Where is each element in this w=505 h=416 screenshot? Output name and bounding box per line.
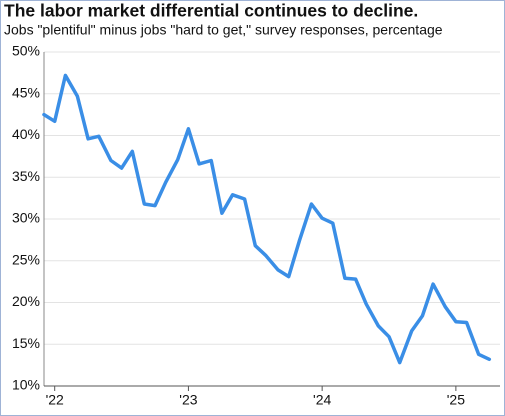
line (42, 73, 492, 365)
y-tick-label: 20% (12, 293, 40, 309)
y-tick-label: 30% (12, 210, 40, 226)
x-tick-label: '24 (313, 392, 331, 408)
x-tick-label: '23 (179, 392, 197, 408)
y-tick-label: 15% (12, 335, 40, 351)
y-tick-label: 45% (12, 84, 40, 100)
y-tick-label: 25% (12, 251, 40, 267)
x-tick-label: '22 (46, 392, 64, 408)
y-tick-label: 50% (12, 43, 40, 59)
y-tick-label: 35% (12, 168, 40, 184)
y-tick-label: 40% (12, 126, 40, 142)
chart-title: The labor market differential continues … (4, 1, 418, 21)
chart-subtitle: Jobs "plentiful" minus jobs "hard to get… (4, 22, 443, 38)
y-tick-label: 10% (12, 377, 40, 393)
x-tick-label: '25 (447, 392, 465, 408)
